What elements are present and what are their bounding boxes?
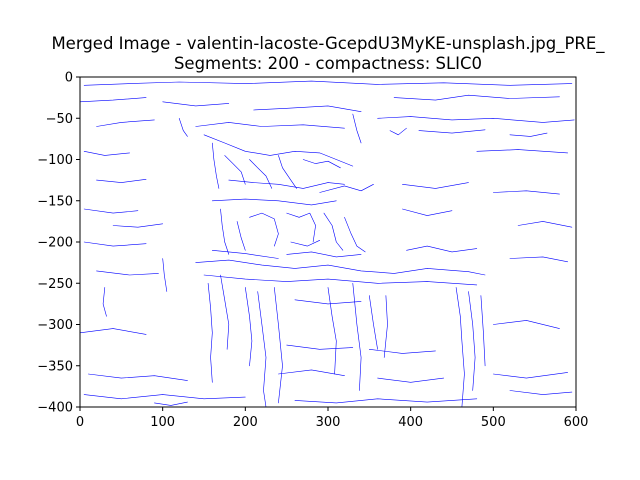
segment-boundary-1 bbox=[79, 97, 147, 103]
segment-boundary-14 bbox=[476, 149, 569, 154]
segment-boundary-8 bbox=[352, 113, 362, 144]
segment-boundary-57 bbox=[368, 348, 436, 354]
segment-boundary-61 bbox=[278, 369, 345, 377]
segment-boundary-16 bbox=[212, 142, 220, 189]
segment-boundary-30 bbox=[249, 212, 279, 247]
segment-boundary-25 bbox=[96, 179, 147, 183]
x-tick-label-4: 400 bbox=[398, 415, 423, 430]
chart-title-line-1: Merged Image - valentin-lacoste-GcepdU3M… bbox=[51, 34, 605, 54]
segment-boundary-6 bbox=[178, 118, 188, 137]
y-tick-label-2: −100 bbox=[37, 153, 73, 168]
segment-boundary-64 bbox=[83, 394, 246, 400]
segment-boundary-42 bbox=[203, 274, 478, 286]
segment-boundary-48 bbox=[294, 299, 362, 305]
segment-boundary-37 bbox=[83, 241, 147, 247]
segment-boundary-34 bbox=[290, 240, 321, 247]
segment-boundary-5 bbox=[96, 119, 155, 127]
segment-boundary-38 bbox=[96, 270, 159, 276]
segment-boundary-51 bbox=[368, 295, 378, 350]
segment-boundary-18 bbox=[249, 159, 273, 189]
segment-boundary-69 bbox=[509, 256, 569, 263]
y-tick-label-7: −350 bbox=[37, 359, 73, 374]
segment-boundary-3 bbox=[253, 105, 362, 112]
segment-boundary-36 bbox=[212, 250, 279, 259]
x-tick-label-0: 0 bbox=[76, 415, 84, 430]
y-tick-label-0: 0 bbox=[65, 71, 73, 86]
segment-boundary-29 bbox=[236, 221, 246, 251]
segment-boundary-68 bbox=[406, 245, 478, 253]
segment-boundary-71 bbox=[402, 208, 453, 216]
y-tick-label-8: −400 bbox=[37, 401, 73, 416]
segment-boundary-72 bbox=[517, 221, 573, 228]
segment-boundary-70 bbox=[112, 223, 163, 228]
segment-boundary-22 bbox=[319, 184, 374, 193]
segment-boundary-67 bbox=[154, 401, 188, 406]
segment-boundary-12 bbox=[509, 132, 548, 137]
x-tick-label-6: 600 bbox=[564, 415, 589, 430]
segment-boundary-66 bbox=[509, 390, 573, 395]
plot-area bbox=[79, 76, 577, 408]
segment-boundary-11 bbox=[418, 129, 486, 134]
segment-boundary-62 bbox=[377, 377, 445, 383]
y-tick-label-3: −150 bbox=[37, 194, 73, 209]
segment-boundary-27 bbox=[492, 190, 560, 195]
segment-boundary-26 bbox=[402, 182, 469, 189]
segment-boundary-9 bbox=[377, 116, 575, 123]
axes-frame bbox=[79, 76, 577, 408]
x-tick-label-5: 500 bbox=[481, 415, 506, 430]
segment-boundary-41 bbox=[195, 259, 486, 276]
chart-title-line-2: Segments: 200 - compactness: SLIC0 bbox=[174, 54, 482, 73]
segment-boundary-39 bbox=[162, 258, 168, 292]
segment-boundary-43 bbox=[207, 282, 213, 383]
segment-boundary-45 bbox=[245, 287, 253, 367]
segment-boundary-59 bbox=[492, 320, 560, 329]
x-tick-label-3: 300 bbox=[316, 415, 341, 430]
x-axis-ticks: 0 100 200 300 400 500 600 bbox=[76, 407, 589, 430]
segment-boundary-28 bbox=[220, 208, 230, 255]
segment-boundary-32 bbox=[323, 212, 344, 251]
segment-boundary-55 bbox=[480, 295, 486, 367]
segment-boundary-52 bbox=[383, 295, 388, 358]
segment-boundary-56 bbox=[286, 344, 354, 350]
segment-contours bbox=[79, 80, 575, 408]
segment-boundary-65 bbox=[294, 398, 478, 404]
segment-boundary-17 bbox=[224, 155, 246, 185]
segment-boundary-20 bbox=[302, 159, 341, 169]
segment-boundary-53 bbox=[455, 287, 465, 408]
y-axis-ticks: 0 −50 −100 −150 −200 −250 −300 −350 −400 bbox=[37, 71, 80, 416]
x-tick-label-2: 200 bbox=[233, 415, 258, 430]
segment-boundary-58 bbox=[79, 328, 147, 335]
y-tick-label-6: −300 bbox=[37, 318, 73, 333]
segment-boundary-44 bbox=[220, 274, 230, 350]
segment-boundary-47 bbox=[273, 287, 283, 404]
segment-boundary-63 bbox=[492, 372, 569, 379]
segment-boundary-0 bbox=[83, 80, 573, 86]
segment-boundary-46 bbox=[257, 291, 267, 408]
y-tick-label-1: −50 bbox=[46, 112, 73, 127]
segment-boundary-33 bbox=[344, 217, 366, 253]
segment-boundary-60 bbox=[88, 373, 188, 381]
segment-boundary-35 bbox=[286, 251, 362, 258]
y-tick-label-5: −250 bbox=[37, 277, 73, 292]
segment-boundary-19 bbox=[278, 155, 297, 189]
segment-boundary-31 bbox=[286, 212, 316, 243]
segment-boundary-7 bbox=[195, 122, 345, 129]
segment-boundary-13 bbox=[83, 151, 130, 156]
segment-boundary-54 bbox=[468, 291, 476, 391]
segment-boundary-15 bbox=[203, 134, 354, 167]
x-tick-label-1: 100 bbox=[150, 415, 175, 430]
segment-boundary-49 bbox=[327, 287, 337, 375]
segment-boundary-21 bbox=[228, 179, 345, 189]
segment-boundary-2 bbox=[162, 101, 230, 107]
y-tick-label-4: −200 bbox=[37, 236, 73, 251]
segment-boundary-23 bbox=[212, 198, 337, 206]
segment-boundary-50 bbox=[352, 282, 362, 391]
segment-boundary-10 bbox=[389, 127, 407, 136]
segment-boundary-24 bbox=[83, 208, 139, 214]
segment-boundary-40 bbox=[102, 287, 107, 317]
segment-boundary-4 bbox=[393, 94, 560, 101]
